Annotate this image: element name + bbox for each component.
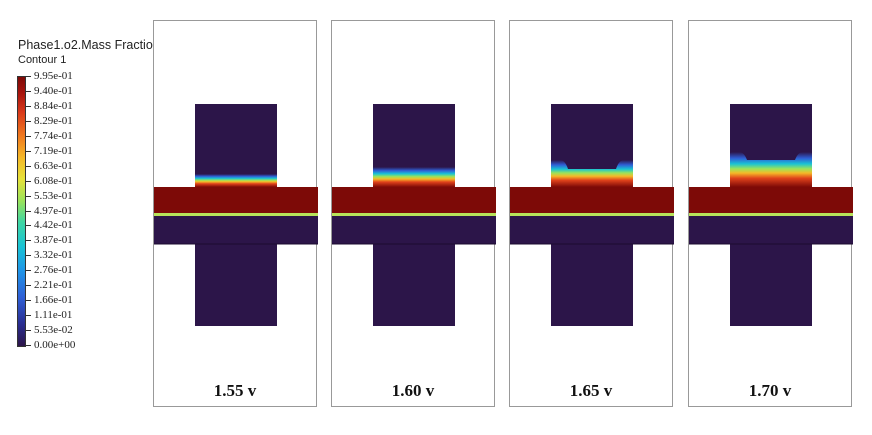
colorbar-tick: [26, 240, 31, 241]
colorbar-label: 2.21e-01: [34, 279, 73, 291]
contour-plot-4: [689, 104, 853, 326]
membrane-layer: [510, 187, 674, 214]
colorbar-tick: [26, 211, 31, 212]
contour-panel-4: 1.70 v: [688, 20, 853, 407]
colorbar-label: 8.84e-01: [34, 100, 73, 112]
colorbar-label: 5.53e-01: [34, 190, 73, 202]
colorbar-tick: [26, 181, 31, 182]
colorbar-tick: [26, 106, 31, 107]
panel-label-4: 1.70 v: [748, 381, 792, 400]
colorbar-tick: [26, 300, 31, 301]
colorbar-tick: [26, 330, 31, 331]
panel-label-3: 1.65 v: [569, 381, 613, 400]
colorbar-label: 7.19e-01: [34, 145, 73, 157]
colorbar-label: 5.53e-02: [34, 324, 73, 336]
membrane-layer: [689, 187, 853, 214]
colorbar-label: 3.87e-01: [34, 234, 73, 246]
colorbar-label: 4.97e-01: [34, 205, 73, 217]
colorbar-label: 1.66e-01: [34, 294, 73, 306]
colorbar-tick: [26, 151, 31, 152]
colorbar-tick: [26, 196, 31, 197]
membrane-layer: [332, 187, 496, 214]
colorbar-label: 7.74e-01: [34, 130, 73, 142]
colorbar: [17, 76, 26, 347]
contour-plot-1: [154, 104, 318, 326]
lower-band: [510, 216, 674, 244]
oxygen-front: [730, 152, 812, 187]
colorbar-tick: [26, 76, 31, 77]
lower-band: [689, 216, 853, 244]
colorbar-tick: [26, 91, 31, 92]
lower-block: [195, 244, 277, 326]
colorbar-tick: [26, 225, 31, 226]
contour-panel-3: 1.65 v: [509, 20, 674, 407]
contour-panel-1: 1.55 v: [153, 20, 318, 407]
contour-panel-2: 1.60 v: [331, 20, 496, 407]
colorbar-tick: [26, 255, 31, 256]
lower-band: [332, 216, 496, 244]
colorbar-tick: [26, 345, 31, 346]
interface-line: [332, 213, 496, 216]
interface-line: [510, 213, 674, 216]
colorbar-tick: [26, 166, 31, 167]
membrane-layer: [154, 187, 318, 214]
colorbar-label: 3.32e-01: [34, 249, 73, 261]
colorbar-label: 6.08e-01: [34, 175, 73, 187]
colorbar-label: 0.00e+00: [34, 339, 76, 351]
colorbar-tick: [26, 121, 31, 122]
lower-block: [551, 244, 633, 326]
lower-block: [373, 244, 455, 326]
colorbar-label: 2.76e-01: [34, 264, 73, 276]
colorbar-label: 1.11e-01: [34, 309, 73, 321]
colorbar-tick: [26, 136, 31, 137]
legend-title: Phase1.o2.Mass Fraction: [18, 38, 160, 52]
colorbar-label: 9.95e-01: [34, 70, 73, 82]
contour-plot-3: [510, 104, 674, 326]
colorbar-label: 4.42e-01: [34, 219, 73, 231]
panel-label-1: 1.55 v: [213, 381, 257, 400]
panel-label-2: 1.60 v: [391, 381, 435, 400]
oxygen-front: [373, 167, 455, 187]
colorbar-tick: [26, 285, 31, 286]
colorbar-tick: [26, 270, 31, 271]
colorbar-label: 6.63e-01: [34, 160, 73, 172]
colorbar-label: 9.40e-01: [34, 85, 73, 97]
colorbar-label: 8.29e-01: [34, 115, 73, 127]
interface-line: [154, 213, 318, 216]
contour-plot-2: [332, 104, 496, 326]
oxygen-front: [551, 160, 633, 187]
upper-block: [195, 104, 277, 187]
oxygen-front: [195, 174, 277, 187]
color-legend: Phase1.o2.Mass Fraction Contour 1 9.95e-…: [0, 0, 160, 435]
lower-band: [154, 216, 318, 244]
colorbar-tick: [26, 315, 31, 316]
legend-subtitle: Contour 1: [18, 54, 67, 66]
interface-line: [689, 213, 853, 216]
lower-block: [730, 244, 812, 326]
